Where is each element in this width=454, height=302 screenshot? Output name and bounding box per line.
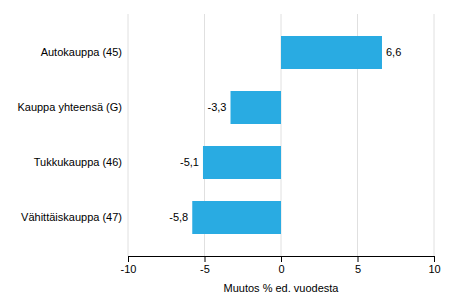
data-label: 6,6 [386, 46, 401, 58]
bar [192, 201, 281, 234]
y-tick: Kauppa yhteensä (G) [17, 101, 122, 113]
x-tick-label: -5 [200, 263, 210, 275]
bar [281, 36, 382, 69]
x-tick-label: 5 [355, 263, 361, 275]
x-axis: -10 -5 0 5 10 [121, 256, 441, 275]
bar [203, 146, 281, 179]
y-tick-label: Tukkukauppa (46) [34, 156, 122, 168]
data-label: -5,1 [180, 156, 199, 168]
x-axis-title: Muutos % ed. vuodesta [224, 282, 340, 294]
x-axis-line [129, 257, 435, 263]
y-tick-label: Kauppa yhteensä (G) [17, 101, 122, 113]
y-tick-label: Autokauppa (45) [41, 46, 122, 58]
grid [128, 14, 434, 256]
x-tick-mark [281, 256, 282, 262]
chart: -10 -5 0 5 10 Vähittäiskauppa (47) Tukkukauppa… [0, 0, 454, 302]
x-tick-mark [205, 256, 206, 262]
x-tick-mark [434, 256, 435, 262]
x-tick: 0 [278, 256, 284, 275]
y-axis: Vähittäiskauppa (47) Tukkukauppa (46) Kaup… [17, 46, 122, 223]
x-tick: -5 [200, 256, 210, 275]
y-tick: Vähittäiskauppa (47) [21, 211, 122, 223]
y-tick: Autokauppa (45) [41, 46, 122, 58]
x-tick-mark [128, 256, 129, 262]
x-tick-label: -10 [121, 263, 137, 275]
x-tick-label: 0 [278, 263, 284, 275]
x-tick: 10 [428, 256, 440, 275]
x-tick-label: 10 [428, 263, 440, 275]
plot: -10 -5 0 5 10 Vähittäiskauppa (47) Tukkukauppa… [17, 14, 440, 294]
x-tick-mark [358, 256, 359, 262]
data-label: -5,8 [169, 211, 188, 223]
x-tick: 5 [355, 256, 361, 275]
data-label: -3,3 [208, 101, 227, 113]
y-tick: Tukkukauppa (46) [34, 156, 122, 168]
grid-line [128, 14, 129, 256]
y-tick-label: Vähittäiskauppa (47) [21, 211, 122, 223]
bars [192, 36, 382, 234]
grid-line [434, 14, 435, 256]
x-tick: -10 [121, 256, 137, 275]
bar [231, 91, 281, 124]
data-labels: -5,8 -5,1 -3,3 6,6 [169, 46, 401, 223]
